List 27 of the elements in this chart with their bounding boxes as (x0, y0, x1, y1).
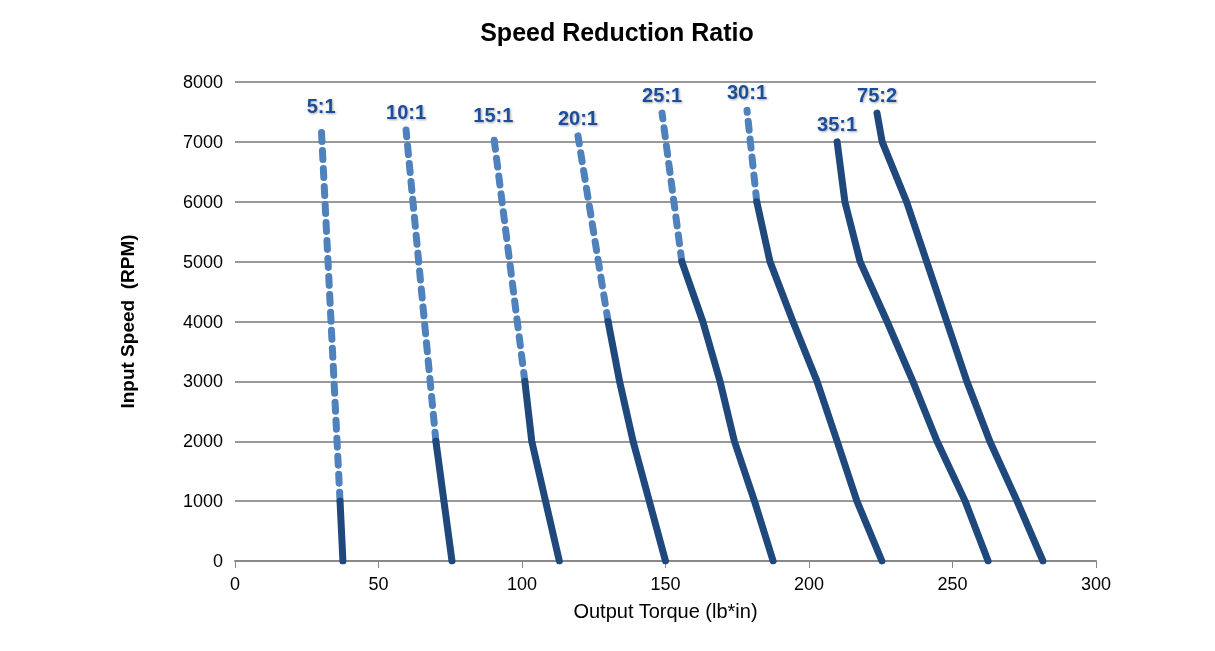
y-tick-label: 0 (212, 551, 223, 571)
x-tick-label: 250 (937, 574, 968, 594)
y-tick-label: 5000 (182, 251, 223, 272)
y-tick-label: 6000 (182, 191, 223, 212)
x-axis-title: Output Torque (lb*in) (573, 600, 758, 622)
x-tick-label: 50 (368, 574, 389, 594)
series-label: 30:1 (726, 81, 768, 104)
y-tick-label: 2000 (182, 431, 223, 452)
y-axis-title: Input Speed (RPM) (117, 234, 138, 409)
series-label: 35:1 (817, 112, 858, 135)
chart-title: Speed Reduction Ratio (480, 17, 754, 46)
y-tick-label: 3000 (182, 371, 223, 392)
y-tick-label: 4000 (182, 311, 223, 332)
y-tick-label: 7000 (182, 131, 223, 152)
y-tick-label: 8000 (182, 72, 223, 92)
series-label: 25:1 (642, 84, 683, 107)
series-label: 75:2 (857, 84, 898, 107)
series-label: 5:1 (306, 94, 336, 117)
series-label: 10:1 (386, 100, 427, 123)
x-tick-label: 150 (650, 574, 681, 594)
series-label: 20:1 (557, 106, 598, 129)
y-tick-label: 1000 (182, 491, 223, 512)
x-tick-label: 0 (229, 574, 241, 594)
series-label: 15:1 (473, 103, 514, 126)
x-tick-label: 100 (506, 574, 538, 594)
x-tick-label: 300 (1080, 574, 1112, 594)
x-tick-label: 200 (793, 574, 825, 594)
